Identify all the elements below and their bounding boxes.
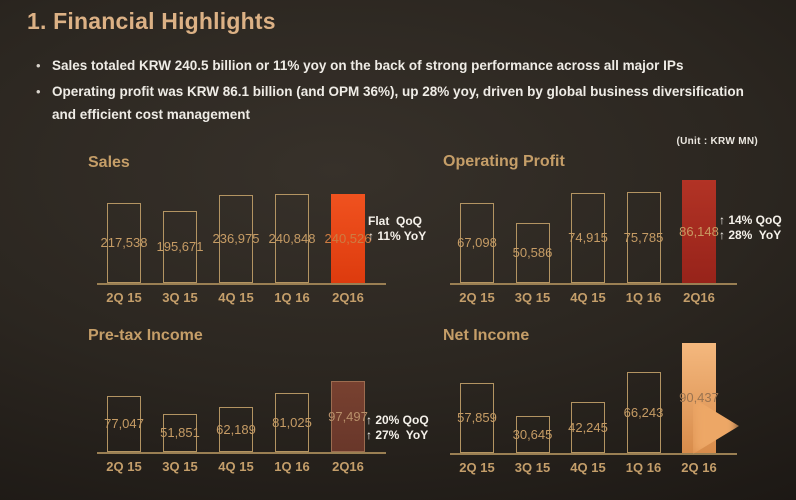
bar-4q15: [219, 407, 253, 452]
bar-2q16: [331, 194, 365, 283]
bullet-dot-icon: [36, 54, 52, 77]
bar-2q15: [460, 383, 494, 453]
bar-3q15: [515, 223, 550, 283]
bar-1q16: [626, 192, 661, 283]
bar-4q15: [571, 193, 605, 283]
bar-value: 67,098: [457, 235, 497, 250]
category-label: 1Q 16: [274, 459, 310, 474]
category-label: 2Q 15: [459, 290, 495, 305]
bullet-text: Sales totaled KRW 240.5 billion or 11% y…: [52, 58, 684, 73]
x-axis-line: [450, 453, 737, 455]
chart-net-income: Net Income 57,859 2Q 15 30,645 3Q 15 42,245 4…: [443, 327, 796, 475]
bar-value: 236,975: [212, 231, 260, 246]
bar-value: 51,851: [160, 425, 200, 440]
category-label: 1Q 16: [625, 460, 662, 475]
chart-title-operating-profit: Operating Profit: [443, 153, 565, 170]
category-label: 2Q16: [683, 290, 715, 305]
bar-2q15: [460, 203, 494, 283]
bar-value: 81,025: [272, 414, 312, 430]
bar-value: 42,245: [568, 419, 608, 435]
category-label: 2Q16: [332, 290, 364, 305]
category-label: 1Q 16: [274, 290, 310, 305]
page-title: 1. Financial Highlights: [27, 8, 276, 34]
chart-title-sales: Sales: [88, 154, 130, 171]
x-axis-line: [450, 283, 737, 285]
bar-value: 75,785: [623, 229, 664, 245]
bar-value: 77,047: [104, 416, 144, 431]
qoq-yoy-annotation: ↑ 20% QoQ ↑ 27% YoY: [366, 413, 429, 442]
bar-value: 50,586: [512, 245, 553, 260]
bullet-item: Operating profit was KRW 86.1 billion (a…: [36, 80, 768, 126]
bar-value: 86,148: [679, 223, 719, 239]
category-label: 4Q 15: [570, 290, 606, 305]
bar-value: 97,497: [328, 408, 368, 424]
category-label: 3Q 15: [162, 459, 198, 474]
category-label: 2Q16: [332, 459, 364, 474]
bar-value: 195,671: [156, 239, 204, 254]
bar-2q15: [107, 203, 141, 283]
category-label: 1Q 16: [625, 290, 662, 305]
bullet-list: Sales totaled KRW 240.5 billion or 11% y…: [36, 54, 768, 129]
bar-2q15: [107, 396, 141, 452]
qoq-yoy-annotation: Flat QoQ ↑ 11% YoY: [368, 214, 427, 243]
category-label: 2Q 15: [459, 460, 495, 475]
category-label: 2Q 15: [106, 290, 142, 305]
bar-value: 217,538: [100, 235, 148, 250]
bar-value: 62,189: [216, 421, 256, 437]
bar-value: 74,915: [568, 230, 608, 245]
x-axis-line: [97, 452, 386, 454]
chart-sales: Sales 217,538 2Q 15 195,671 3Q 15 236,975 4Q …: [88, 154, 448, 314]
bar-1q16: [626, 372, 661, 453]
bullet-item: Sales totaled KRW 240.5 billion or 11% y…: [36, 54, 768, 77]
bar-1q16: [275, 194, 309, 283]
bar-value: 57,859: [457, 410, 497, 425]
bar-value: 30,645: [512, 426, 553, 442]
category-label: 3Q 15: [514, 290, 551, 305]
bar-3q15: [515, 416, 550, 453]
x-axis-line: [97, 283, 386, 285]
category-label: 3Q 15: [162, 290, 198, 305]
bar-value: 240,848: [268, 230, 316, 246]
category-label: 4Q 15: [218, 459, 254, 474]
chart-title-net-income: Net Income: [443, 327, 530, 344]
category-label: 3Q 15: [514, 460, 551, 475]
bar-3q15: [163, 414, 197, 452]
bar-value: 90,437: [679, 390, 719, 405]
qoq-yoy-annotation: ↑ 14% QoQ ↑ 28% YoY: [719, 213, 782, 242]
bar-2q16: [682, 180, 716, 283]
category-label: 2Q 16: [681, 460, 717, 475]
bar-value: 66,243: [623, 404, 664, 420]
category-label: 2Q 15: [106, 459, 142, 474]
bar-value: 240,526: [324, 230, 372, 246]
bullet-text: Operating profit was KRW 86.1 billion (a…: [52, 84, 744, 122]
chart-pretax-income: Pre-tax Income 77,047 2Q 15 51,851 3Q 15 62,…: [88, 327, 448, 475]
category-label: 4Q 15: [218, 290, 254, 305]
bar-3q15: [163, 211, 197, 283]
bar-4q15: [219, 195, 253, 283]
unit-label: (Unit : KRW MN): [676, 136, 758, 147]
bar-1q16: [275, 393, 309, 452]
bullet-dot-icon: [36, 80, 52, 126]
chart-title-pretax-income: Pre-tax Income: [88, 327, 203, 344]
bar-4q15: [571, 402, 605, 453]
category-label: 4Q 15: [570, 460, 606, 475]
bar-2q16: [331, 381, 365, 452]
chart-operating-profit: Operating Profit 67,098 2Q 15 50,586 3Q 15 7…: [443, 153, 796, 314]
